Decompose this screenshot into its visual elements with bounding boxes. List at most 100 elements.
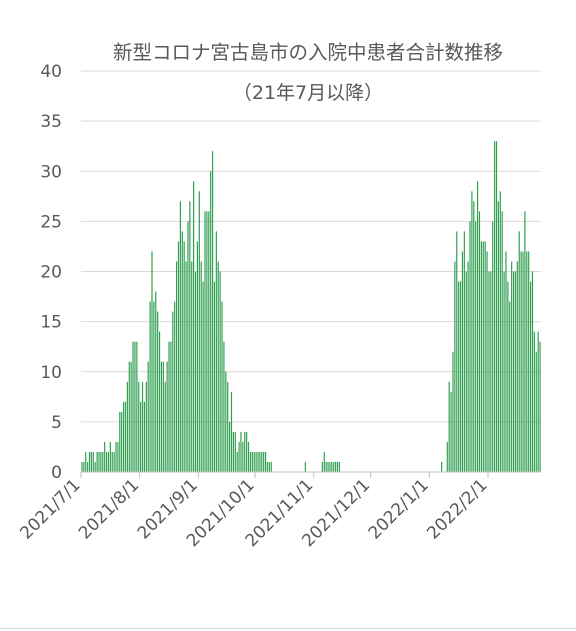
- bar: [497, 201, 499, 472]
- bar: [210, 171, 212, 472]
- bar: [223, 341, 225, 472]
- bar: [492, 221, 494, 472]
- bar: [469, 221, 471, 472]
- bar: [138, 381, 140, 472]
- bar: [268, 461, 270, 472]
- bar: [321, 461, 323, 472]
- bar: [338, 461, 340, 472]
- bar: [482, 241, 484, 472]
- bar: [327, 461, 329, 472]
- bar: [107, 451, 110, 472]
- bar: [105, 451, 108, 472]
- bar: [123, 401, 125, 472]
- bar: [204, 211, 206, 472]
- bar: [217, 261, 219, 472]
- bar: [234, 431, 236, 472]
- bar: [514, 271, 517, 472]
- bar: [503, 271, 505, 472]
- bar: [179, 201, 181, 472]
- bar: [100, 451, 102, 472]
- bar: [459, 281, 462, 472]
- bar: [198, 191, 200, 473]
- bar: [189, 201, 191, 472]
- bar: [264, 451, 267, 472]
- bar: [149, 301, 151, 472]
- bar: [533, 331, 535, 472]
- bar: [191, 261, 193, 472]
- bar: [145, 381, 147, 472]
- bar: [85, 451, 87, 472]
- y-tick-label: 20: [40, 263, 62, 283]
- bar: [206, 211, 208, 472]
- y-tick-label: 0: [51, 463, 62, 483]
- bar: [251, 451, 253, 472]
- y-tick-label: 35: [40, 112, 62, 132]
- bar: [229, 421, 231, 472]
- bar: [87, 461, 89, 472]
- bar: [494, 141, 496, 473]
- bar: [92, 451, 94, 472]
- bar: [151, 251, 153, 472]
- bar: [478, 211, 481, 472]
- bar: [104, 441, 106, 472]
- bar: [126, 381, 128, 472]
- bar: [304, 461, 306, 472]
- bar: [98, 451, 100, 472]
- bar: [185, 261, 187, 472]
- bar: [124, 401, 127, 472]
- bar: [329, 461, 331, 472]
- bar: [130, 361, 132, 472]
- bar: [202, 281, 204, 472]
- bar: [158, 331, 161, 472]
- bar: [140, 401, 142, 472]
- bar: [213, 281, 216, 472]
- y-tick-labels: 0 5 10 15 20 25 30 35 40: [40, 62, 62, 483]
- bar: [266, 461, 269, 472]
- bar: [132, 341, 134, 472]
- bar: [270, 461, 272, 472]
- chart-subtitle: （21年7月以降）: [233, 82, 383, 104]
- bar: [230, 391, 233, 472]
- bar: [168, 341, 170, 472]
- bar: [227, 381, 229, 472]
- bar: [323, 451, 325, 472]
- bar: [96, 451, 98, 472]
- bar: [528, 251, 530, 472]
- bar: [88, 451, 91, 472]
- bar: [117, 441, 119, 472]
- x-tick-label: 2022/1/1: [365, 475, 433, 543]
- bar: [236, 451, 238, 472]
- bar: [471, 191, 473, 473]
- bar: [115, 441, 117, 472]
- bar: [246, 431, 248, 472]
- bar: [335, 461, 337, 472]
- bar: [225, 371, 227, 472]
- bar: [509, 301, 511, 472]
- bar: [111, 451, 113, 472]
- bar: [531, 271, 534, 472]
- bar: [153, 301, 155, 472]
- bar: [261, 451, 263, 472]
- bar: [109, 441, 111, 472]
- bar: [458, 281, 460, 472]
- bar: [162, 361, 164, 472]
- bar: [522, 251, 524, 472]
- bar: [155, 291, 157, 472]
- bar: [211, 151, 214, 472]
- bar: [526, 251, 528, 472]
- bar: [249, 451, 252, 472]
- bar: [333, 461, 335, 472]
- bar: [507, 281, 509, 472]
- bar: [177, 241, 180, 472]
- bar: [530, 281, 532, 472]
- bar: [486, 251, 488, 472]
- bar: [465, 271, 467, 472]
- bar: [484, 241, 486, 472]
- bar: [160, 361, 163, 472]
- bar: [240, 431, 242, 472]
- bar: [524, 211, 526, 472]
- bar: [476, 181, 479, 472]
- bar: [511, 261, 513, 472]
- bar: [456, 231, 458, 472]
- bar: [196, 241, 199, 472]
